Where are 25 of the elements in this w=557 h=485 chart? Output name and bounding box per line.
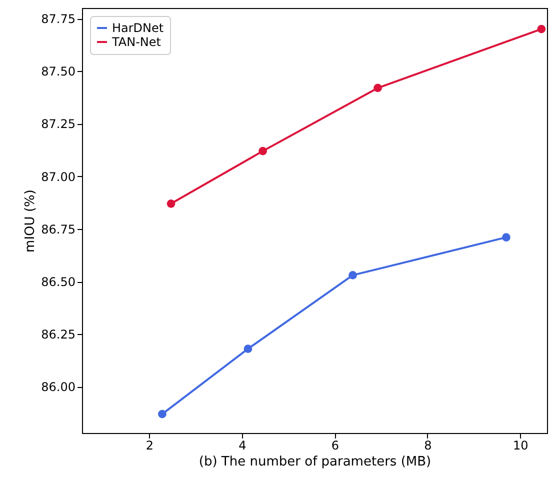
x-tick-label: 2 xyxy=(146,438,154,452)
x-tick-label: 6 xyxy=(331,438,339,452)
y-tick-label: 86.75 xyxy=(41,222,76,236)
y-tick-label: 86.50 xyxy=(41,275,76,290)
point xyxy=(537,24,546,34)
x-tick-label: 4 xyxy=(238,438,246,452)
y-axis-title: mIOU (%) xyxy=(23,190,38,252)
y-tick-label: 86.00 xyxy=(41,380,76,394)
point xyxy=(244,344,252,354)
y-tick-label: 87.50 xyxy=(41,64,76,79)
x-axis-title: (b) The number of parameters (MB) xyxy=(198,454,432,470)
y-tick-label: 87.25 xyxy=(41,117,76,132)
point xyxy=(258,146,267,156)
legend-label: TAN-Net xyxy=(111,35,162,49)
y-tick-label: 87.00 xyxy=(41,170,76,184)
y-tick-label: 87.75 xyxy=(41,12,76,26)
point xyxy=(502,233,510,242)
point xyxy=(158,410,166,418)
point xyxy=(348,271,357,280)
point xyxy=(166,199,176,208)
point xyxy=(374,84,382,92)
y-tick-label: 86.25 xyxy=(41,328,76,342)
legend-label: HarDNet xyxy=(112,21,164,35)
x-tick-label: 8 xyxy=(424,438,432,452)
x-tick-label: 10 xyxy=(512,438,528,452)
